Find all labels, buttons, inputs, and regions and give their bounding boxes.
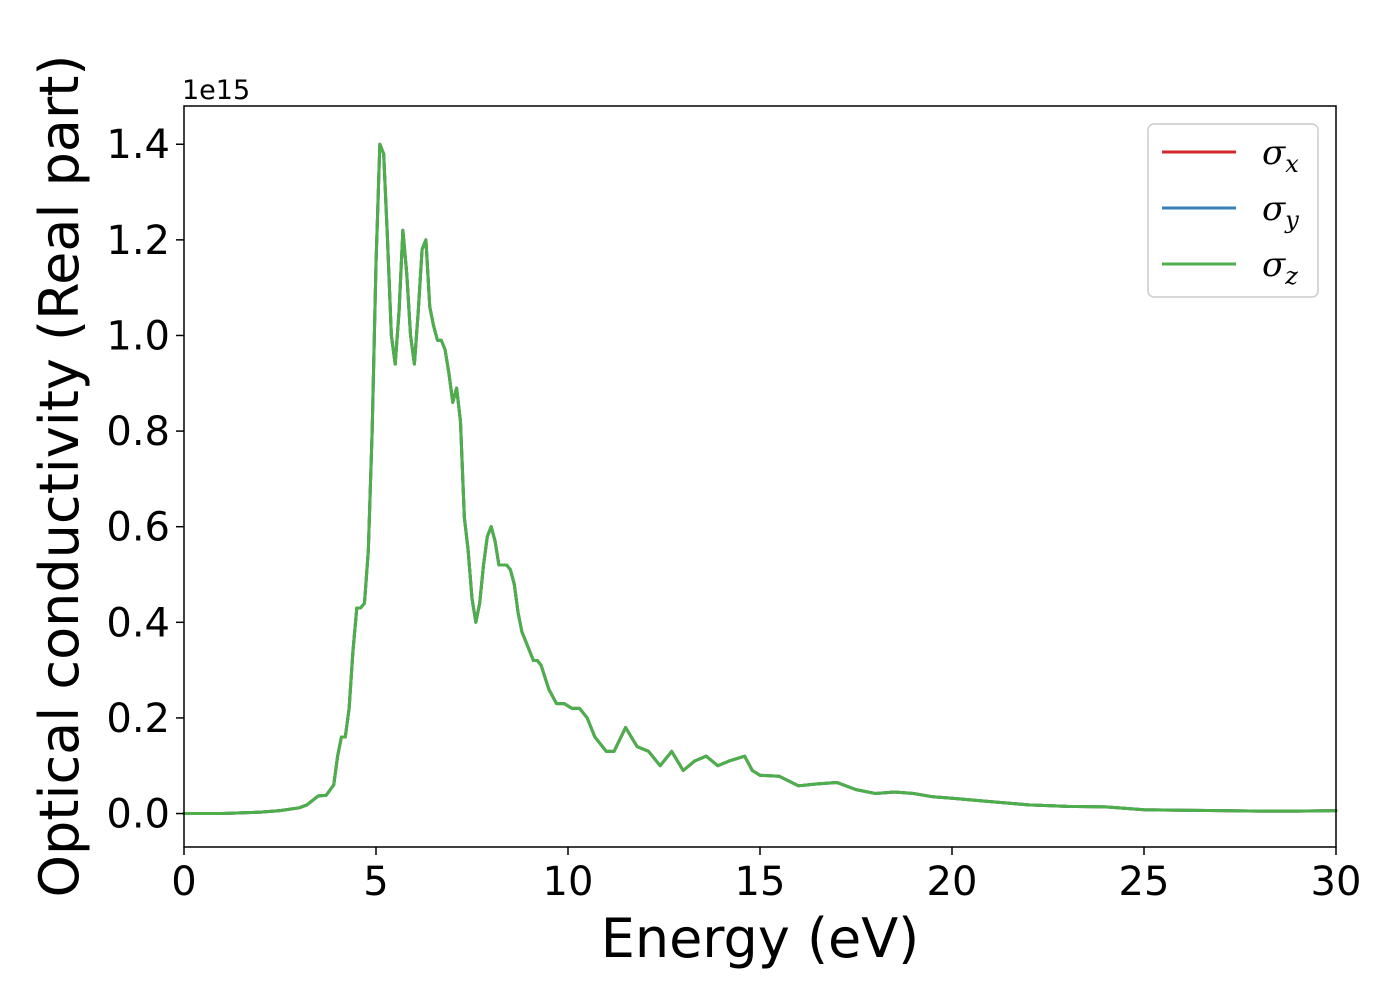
legend-label-z: σz (1262, 245, 1298, 290)
legend: σx σy σz (1147, 123, 1319, 298)
y-tick-label: 0.4 (106, 600, 170, 646)
y-axis-label: Optical conductivity (Real part) (28, 55, 91, 898)
x-tick-label: 5 (363, 859, 388, 905)
y-tick-label: 1.0 (106, 313, 170, 359)
y-offset-label: 1e15 (182, 75, 250, 106)
x-tick-label: 25 (1119, 859, 1170, 905)
legend-label-y: σy (1262, 189, 1299, 234)
y-tick-label: 1.4 (106, 122, 170, 168)
legend-label-x: σx (1262, 133, 1299, 178)
legend-box (1147, 123, 1319, 298)
x-tick-label: 15 (735, 859, 786, 905)
x-tick-label: 30 (1311, 859, 1362, 905)
y-tick-label: 0.0 (106, 792, 170, 838)
y-tick-label: 0.8 (106, 409, 170, 455)
x-axis-ticks: 0 5 10 15 20 25 30 (171, 847, 1361, 905)
x-axis-label: Energy (eV) (601, 907, 920, 970)
x-tick-label: 20 (927, 859, 978, 905)
x-tick-label: 0 (171, 859, 196, 905)
y-tick-label: 1.2 (106, 218, 170, 264)
y-tick-label: 0.2 (106, 696, 170, 742)
x-tick-label: 10 (543, 859, 594, 905)
plot-area (182, 142, 1338, 816)
series-line-z (182, 142, 1338, 816)
y-tick-label: 0.6 (106, 505, 170, 551)
y-axis-ticks: 0.0 0.2 0.4 0.6 0.8 1.0 1.2 1.4 (106, 122, 184, 838)
